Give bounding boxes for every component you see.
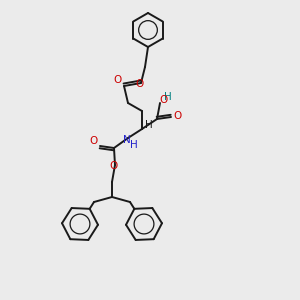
Text: O: O bbox=[89, 136, 97, 146]
Text: H: H bbox=[130, 140, 138, 150]
Text: O: O bbox=[113, 75, 121, 85]
Text: O: O bbox=[173, 111, 181, 121]
Text: O: O bbox=[136, 79, 144, 89]
Text: O: O bbox=[159, 95, 167, 105]
Text: H: H bbox=[145, 120, 153, 130]
Text: O: O bbox=[110, 161, 118, 171]
Text: N: N bbox=[123, 135, 131, 145]
Text: H: H bbox=[164, 92, 172, 102]
